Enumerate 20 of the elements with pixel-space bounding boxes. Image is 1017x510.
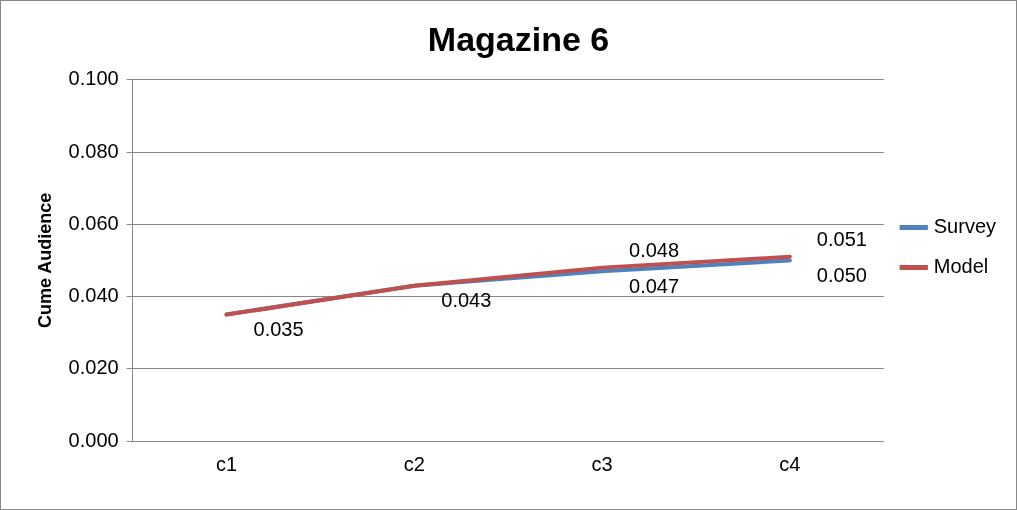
x-tick-label: c3: [591, 452, 613, 475]
legend-label: Survey: [933, 215, 996, 238]
chart-title: Magazine 6: [427, 19, 610, 58]
data-label: 0.047: [629, 274, 680, 297]
y-tick-label: 0.080: [68, 139, 119, 162]
data-label: 0.043: [441, 289, 492, 312]
x-tick-label: c2: [403, 452, 425, 475]
y-tick-label: 0.020: [68, 356, 119, 379]
data-label: 0.048: [629, 239, 680, 262]
data-label: 0.051: [816, 228, 867, 251]
y-tick-label: 0.100: [68, 67, 119, 90]
x-tick-label: c4: [779, 452, 801, 475]
x-tick-label: c1: [215, 452, 238, 475]
y-tick-label: 0.040: [68, 284, 119, 307]
y-tick-label: 0.060: [68, 211, 119, 234]
data-label: 0.050: [816, 263, 867, 286]
y-axis-title: Cume Audience: [34, 192, 55, 329]
y-tick-label: 0.000: [68, 428, 119, 451]
data-label: 0.035: [253, 318, 304, 341]
legend-label: Model: [933, 255, 989, 278]
